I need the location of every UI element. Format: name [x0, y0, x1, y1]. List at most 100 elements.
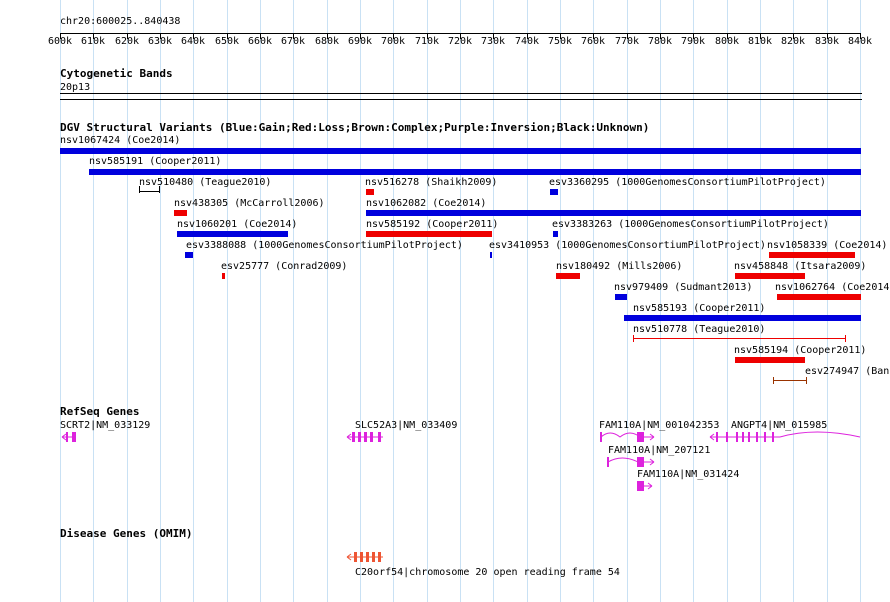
ruler-tick-label: 790k	[680, 36, 706, 47]
omim-gene-model	[346, 552, 383, 562]
dgv-feature-endcap	[806, 377, 807, 384]
gridline	[460, 0, 461, 602]
gridline	[827, 0, 828, 602]
ruler-tick-label: 810k	[747, 36, 773, 47]
dgv-feature-bar[interactable]	[177, 231, 288, 237]
dgv-feature-label[interactable]: esv274947 (Banc	[805, 366, 890, 377]
dgv-feature-bar[interactable]	[615, 294, 627, 300]
ruler-tick-label: 760k	[580, 36, 606, 47]
dgv-feature-bar[interactable]	[89, 169, 861, 175]
dgv-feature-label[interactable]: nsv585192 (Cooper2011)	[366, 219, 499, 230]
gene-model-angpt4	[709, 431, 861, 442]
dgv-feature-label[interactable]: nsv585194 (Cooper2011)	[734, 345, 867, 356]
ruler-tick	[827, 33, 828, 39]
dgv-feature-bar[interactable]	[366, 189, 374, 195]
dgv-feature-endcap	[633, 335, 634, 342]
gridline	[360, 0, 361, 602]
ruler-tick	[793, 33, 794, 39]
dgv-feature-label[interactable]: nsv1067424 (Coe2014)	[60, 135, 181, 146]
dgv-feature-label[interactable]: nsv1060201 (Coe2014)	[177, 219, 298, 230]
gene-model-fam110a-2	[607, 457, 655, 467]
ruler-tick-label: 600k	[47, 36, 73, 47]
dgv-feature-label[interactable]: nsv979409 (Sudmant2013)	[614, 282, 753, 293]
gene-label[interactable]: SCRT2|NM_033129	[60, 420, 151, 431]
dgv-feature-label[interactable]: nsv585193 (Cooper2011)	[633, 303, 766, 314]
dgv-feature-label[interactable]: esv3360295 (1000GenomesConsortiumPilotPr…	[549, 177, 826, 188]
dgv-feature-bar[interactable]	[139, 191, 160, 192]
track-title-refseq[interactable]: RefSeq Genes	[60, 405, 140, 418]
ruler-tick	[393, 33, 394, 39]
dgv-feature-label[interactable]: nsv1062764 (Coe2014)	[775, 282, 890, 293]
gridline	[527, 0, 528, 602]
dgv-feature-bar[interactable]	[769, 252, 855, 258]
dgv-feature-label[interactable]: nsv458848 (Itsara2009)	[734, 261, 867, 272]
dgv-feature-bar[interactable]	[553, 231, 558, 237]
gridline	[260, 0, 261, 602]
dgv-feature-label[interactable]: nsv180492 (Mills2006)	[556, 261, 683, 272]
gene-model-fam110a-1	[600, 432, 655, 442]
dgv-feature-bar[interactable]	[490, 252, 492, 258]
dgv-feature-bar[interactable]	[624, 315, 861, 321]
dgv-feature-bar[interactable]	[735, 273, 805, 279]
ruler-tick-label: 710k	[414, 36, 440, 47]
dgv-feature-bar[interactable]	[366, 231, 492, 237]
dgv-feature-label[interactable]: esv3388088 (1000GenomesConsortiumPilotPr…	[186, 240, 463, 251]
ruler-tick	[327, 33, 328, 39]
ruler-tick	[860, 33, 861, 39]
dgv-feature-bar[interactable]	[60, 148, 861, 154]
dgv-feature-label[interactable]: esv3410953 (1000GenomesConsortiumPilotPr…	[489, 240, 766, 251]
track-title-omim[interactable]: Disease Genes (OMIM)	[60, 527, 193, 540]
dgv-feature-label[interactable]: nsv585191 (Cooper2011)	[89, 156, 222, 167]
dgv-feature-bar[interactable]	[174, 210, 187, 216]
dgv-feature-label[interactable]: nsv510778 (Teague2010)	[633, 324, 766, 335]
dgv-feature-label[interactable]: nsv516278 (Shaikh2009)	[365, 177, 498, 188]
ruler-tick	[160, 33, 161, 39]
omim-gene-label[interactable]: C20orf54|chromosome 20 open reading fram…	[355, 567, 620, 578]
ruler-tick	[627, 33, 628, 39]
dgv-feature-label[interactable]: esv3383263 (1000GenomesConsortiumPilotPr…	[552, 219, 829, 230]
dgv-feature-label[interactable]: nsv1062082 (Coe2014)	[366, 198, 487, 209]
dgv-feature-bar[interactable]	[185, 252, 193, 258]
gene-model-slc52a3	[346, 432, 383, 442]
track-title-dgv[interactable]: DGV Structural Variants (Blue:Gain;Red:L…	[60, 121, 650, 134]
dgv-feature-bar[interactable]	[366, 210, 861, 216]
ruler-tick	[127, 33, 128, 39]
dgv-feature-bar[interactable]	[777, 294, 861, 300]
ruler-tick-label: 680k	[314, 36, 340, 47]
dgv-feature-bar[interactable]	[550, 189, 558, 195]
ruler-tick	[360, 33, 361, 39]
gene-label[interactable]: FAM110A|NM_031424	[637, 469, 740, 480]
dgv-feature-label[interactable]: esv25777 (Conrad2009)	[221, 261, 348, 272]
ruler-tick-label: 670k	[280, 36, 306, 47]
dgv-feature-label[interactable]: nsv510480 (Teague2010)	[139, 177, 272, 188]
cytoband-top-line	[60, 93, 862, 94]
gridline	[193, 0, 194, 602]
gene-model-fam110a-3	[637, 481, 653, 491]
gene-label[interactable]: FAM110A|NM_001042353	[599, 420, 720, 431]
dgv-feature-label[interactable]: nsv1058339 (Coe2014)	[767, 240, 888, 251]
ruler-tick-label: 690k	[347, 36, 373, 47]
dgv-feature-label[interactable]: nsv438305 (McCarroll2006)	[174, 198, 325, 209]
gridline	[560, 0, 561, 602]
ruler-tick	[60, 33, 61, 39]
ruler-tick	[527, 33, 528, 39]
gene-label[interactable]: FAM110A|NM_207121	[608, 445, 711, 456]
dgv-feature-bar[interactable]	[556, 273, 580, 279]
ruler-tick	[693, 33, 694, 39]
dgv-feature-bar[interactable]	[735, 357, 805, 363]
gridline	[393, 0, 394, 602]
ruler-tick	[760, 33, 761, 39]
dgv-feature-bar[interactable]	[773, 380, 807, 381]
gene-label[interactable]: ANGPT4|NM_015985	[731, 420, 828, 431]
ruler-tick-label: 820k	[780, 36, 806, 47]
ruler-tick	[427, 33, 428, 39]
gene-label[interactable]: SLC52A3|NM_033409	[355, 420, 458, 431]
region-label[interactable]: chr20:600025..840438	[60, 16, 181, 27]
ruler-tick	[593, 33, 594, 39]
ruler-tick-label: 650k	[214, 36, 240, 47]
dgv-feature-bar[interactable]	[222, 273, 225, 279]
track-title-cytoband[interactable]: Cytogenetic Bands	[60, 67, 173, 80]
gridline	[227, 0, 228, 602]
dgv-feature-bar[interactable]	[633, 338, 846, 339]
